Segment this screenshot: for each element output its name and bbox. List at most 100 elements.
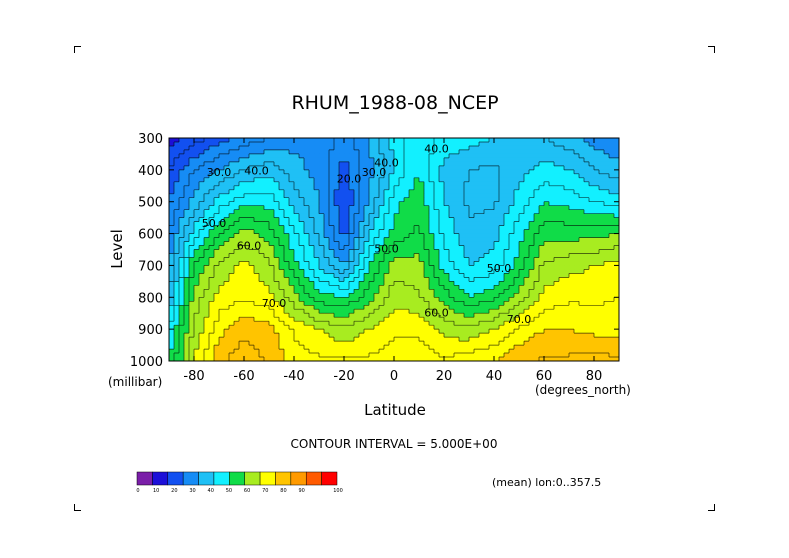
contour-cell <box>194 138 200 143</box>
contour-cell <box>334 213 340 219</box>
contour-cell <box>564 329 570 334</box>
contour-cell <box>454 225 460 231</box>
contour-cell <box>204 217 210 223</box>
contour-cell <box>294 241 300 247</box>
contour-cell <box>404 193 410 199</box>
contour-cell <box>554 289 560 294</box>
contour-cell <box>574 297 580 302</box>
contour-cell <box>414 297 420 302</box>
contour-cell <box>404 221 410 227</box>
contour-cell <box>189 217 195 223</box>
contour-cell <box>504 193 510 199</box>
contour-cell <box>194 257 200 263</box>
contour-cell <box>519 261 525 267</box>
contour-cell <box>179 353 185 358</box>
contour-cell <box>209 345 215 350</box>
contour-cell <box>269 225 275 231</box>
contour-cell <box>534 333 540 338</box>
contour-cell <box>374 325 380 330</box>
contour-cell <box>454 265 460 271</box>
contour-cell <box>274 169 280 175</box>
contour-cell <box>289 149 295 155</box>
contour-cell <box>579 289 585 294</box>
contour-cell <box>579 169 585 175</box>
contour-cell <box>419 281 425 286</box>
contour-cell <box>504 181 510 187</box>
contour-cell <box>469 205 475 211</box>
contour-cell <box>464 341 470 346</box>
contour-cell <box>479 301 485 306</box>
contour-cell <box>289 265 295 271</box>
contour-cell <box>369 301 375 306</box>
contour-cell <box>454 253 460 259</box>
contour-cell <box>174 281 180 286</box>
contour-cell <box>269 337 275 342</box>
contour-cell <box>174 317 180 322</box>
contour-cell <box>469 305 475 310</box>
contour-cell <box>514 317 520 322</box>
contour-cell <box>569 193 575 199</box>
contour-cell <box>509 277 515 282</box>
contour-cell <box>294 333 300 338</box>
contour-cell <box>459 341 465 346</box>
contour-cell <box>369 197 375 203</box>
contour-cell <box>494 185 500 191</box>
contour-cell <box>464 173 470 179</box>
contour-cell <box>449 217 455 223</box>
contour-cell <box>324 213 330 219</box>
contour-cell <box>564 145 570 151</box>
contour-cell <box>414 317 420 322</box>
contour-cell <box>264 325 270 330</box>
contour-cell <box>284 329 290 334</box>
contour-cell <box>344 313 350 318</box>
contour-cell <box>449 157 455 163</box>
contour-cell <box>534 349 540 354</box>
contour-cell <box>264 245 270 251</box>
contour-cell <box>614 237 619 243</box>
contour-cell <box>399 225 405 231</box>
contour-cell <box>439 153 445 159</box>
contour-cell <box>339 313 345 318</box>
contour-cell <box>409 281 415 286</box>
contour-cell <box>314 341 320 346</box>
contour-cell <box>319 225 325 231</box>
contour-cell <box>559 337 565 342</box>
contour-cell <box>214 309 220 314</box>
contour-cell <box>429 261 435 267</box>
contour-cell <box>524 257 530 263</box>
contour-cell <box>309 305 315 310</box>
contour-cell <box>474 189 480 195</box>
contour-cell <box>549 321 555 326</box>
contour-cell <box>469 161 475 167</box>
contour-cell <box>329 173 335 179</box>
contour-cell <box>414 269 420 274</box>
contour-cell <box>444 245 450 251</box>
contour-cell <box>424 233 430 239</box>
contour-cell <box>199 265 205 271</box>
contour-cell <box>274 217 280 223</box>
contour-cell <box>574 201 580 207</box>
contour-cell <box>289 321 295 326</box>
contour-cell <box>484 257 490 263</box>
contour-cell <box>404 301 410 306</box>
contour-cell <box>239 213 245 219</box>
contour-cell <box>414 277 420 282</box>
contour-cell <box>284 273 290 278</box>
contour-cell <box>584 349 590 354</box>
contour-cell <box>254 297 260 302</box>
contour-cell <box>264 213 270 219</box>
contour-cell <box>604 277 610 282</box>
contour-cell <box>209 313 215 318</box>
contour-cell <box>554 189 560 195</box>
contour-cell <box>584 345 590 350</box>
contour-cell <box>559 249 565 255</box>
contour-cell <box>239 149 245 155</box>
contour-cell <box>419 213 425 219</box>
contour-cell <box>499 213 505 219</box>
contour-cell <box>414 165 420 171</box>
contour-cell <box>589 157 595 163</box>
contour-cell <box>474 321 480 326</box>
contour-cell <box>569 317 575 322</box>
contour-cell <box>284 257 290 263</box>
contour-cell <box>584 281 590 286</box>
